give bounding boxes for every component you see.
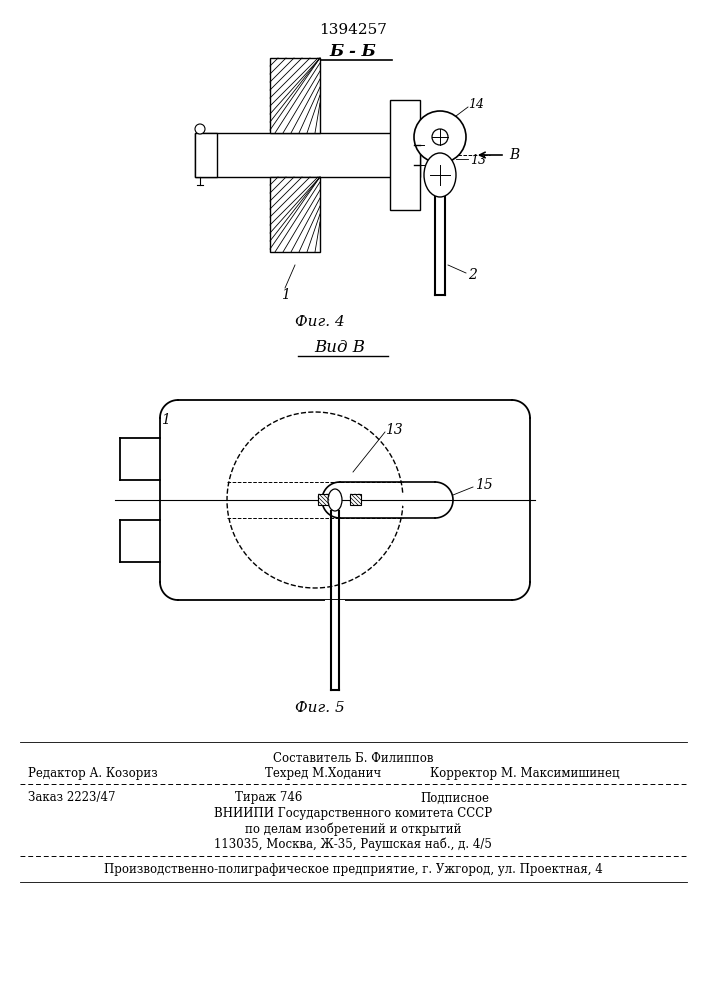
Bar [318, 494, 329, 505]
Text: Фиг. 5: Фиг. 5 [295, 701, 345, 715]
Bar [195, 133, 420, 177]
Ellipse shape [328, 489, 342, 511]
Bar [390, 100, 420, 210]
Text: Заказ 2223/47: Заказ 2223/47 [28, 792, 115, 804]
Bar [325, 600, 345, 605]
Circle shape [432, 129, 448, 145]
Text: Составитель Б. Филиппов: Составитель Б. Филиппов [273, 752, 433, 764]
Text: Подписное: Подписное [420, 792, 489, 804]
Text: Корректор М. Максимишинец: Корректор М. Максимишинец [430, 766, 619, 780]
Text: 2: 2 [468, 268, 477, 282]
Text: 1394257: 1394257 [319, 23, 387, 37]
Text: ВНИИПИ Государственного комитета СССР: ВНИИПИ Государственного комитета СССР [214, 808, 492, 820]
Text: по делам изобретений и открытий: по делам изобретений и открытий [245, 822, 461, 836]
Text: 14: 14 [468, 99, 484, 111]
Text: Фиг. 4: Фиг. 4 [295, 315, 345, 329]
Text: Техред М.Ходанич: Техред М.Ходанич [265, 766, 381, 780]
Circle shape [195, 124, 205, 134]
Text: Б - Б: Б - Б [329, 43, 376, 60]
Text: Редактор А. Козориз: Редактор А. Козориз [28, 766, 158, 780]
Polygon shape [322, 482, 453, 518]
Text: Тираж 746: Тираж 746 [235, 792, 303, 804]
Ellipse shape [424, 153, 456, 197]
Text: 13: 13 [385, 423, 403, 437]
Text: 113035, Москва, Ж-35, Раушская наб., д. 4/5: 113035, Москва, Ж-35, Раушская наб., д. … [214, 837, 492, 851]
Text: Производственно-полиграфическое предприятие, г. Ужгород, ул. Проектная, 4: Производственно-полиграфическое предприя… [104, 863, 602, 876]
Text: 1: 1 [281, 288, 289, 302]
Bar [270, 58, 320, 133]
Text: В: В [509, 148, 519, 162]
Text: Вид В: Вид В [315, 340, 366, 357]
Text: 13: 13 [470, 153, 486, 166]
Bar [350, 494, 361, 505]
Bar [270, 177, 320, 252]
Bar [195, 133, 217, 177]
Text: 1: 1 [160, 413, 170, 427]
Text: 15: 15 [475, 478, 493, 492]
Circle shape [414, 111, 466, 163]
